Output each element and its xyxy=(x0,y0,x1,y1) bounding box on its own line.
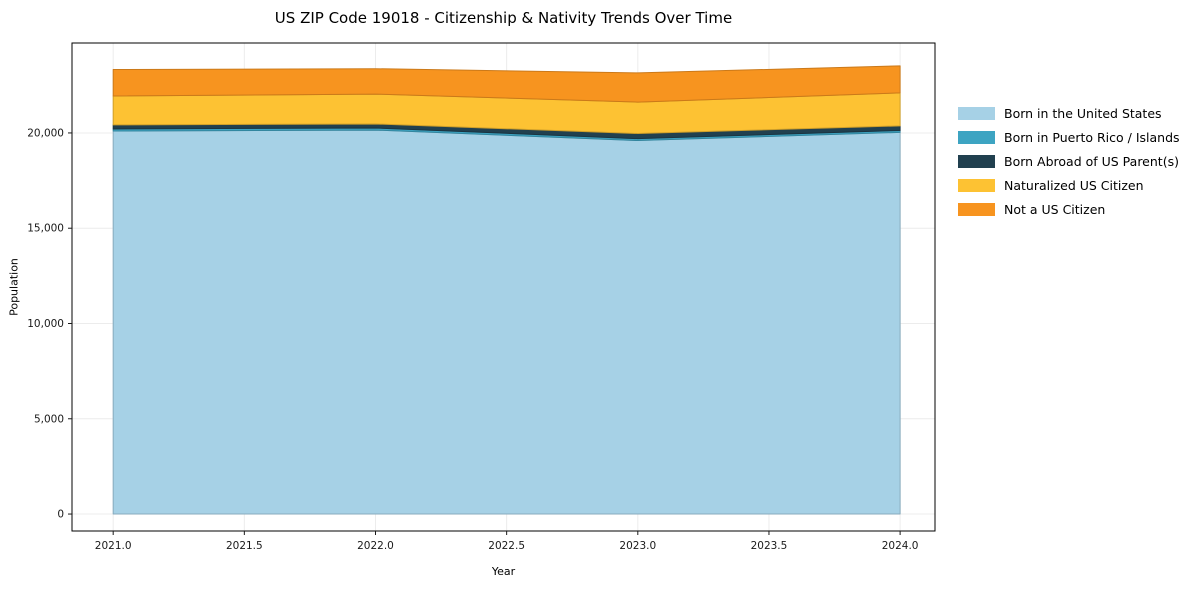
y-tick-label: 20,000 xyxy=(27,127,64,139)
legend-swatch xyxy=(958,202,995,216)
area-series-not-a-us-citizen xyxy=(112,65,901,103)
y-tick-label: 10,000 xyxy=(27,318,64,330)
legend-label: Not a US Citizen xyxy=(1004,201,1106,217)
legend-label: Born in Puerto Rico / Islands xyxy=(1004,129,1180,145)
x-axis-label: Year xyxy=(491,565,516,578)
x-tick-label: 2023.0 xyxy=(619,540,656,552)
legend-item-not-a-us-citizen: Not a US Citizen xyxy=(958,197,1180,221)
legend: Born in the United States Born in Puerto … xyxy=(958,101,1180,221)
x-tick-label: 2023.5 xyxy=(751,540,788,552)
x-tick-label: 2021.5 xyxy=(226,540,263,552)
legend-item-born-in-puerto-rico-islands: Born in Puerto Rico / Islands xyxy=(958,125,1180,149)
x-tick-label: 2021.0 xyxy=(95,540,132,552)
legend-label: Born Abroad of US Parent(s) xyxy=(1004,153,1179,169)
chart-title: US ZIP Code 19018 - Citizenship & Nativi… xyxy=(274,9,733,27)
y-tick-label: 15,000 xyxy=(27,223,64,235)
axis-frame xyxy=(71,42,936,532)
legend-label: Born in the United States xyxy=(1004,105,1162,121)
area-series-born-in-the-united-states xyxy=(112,129,901,515)
legend-swatch xyxy=(958,130,995,144)
x-tick-label: 2022.0 xyxy=(357,540,394,552)
legend-item-born-in-the-united-states: Born in the United States xyxy=(958,101,1180,125)
legend-swatch xyxy=(958,178,995,192)
legend-label: Naturalized US Citizen xyxy=(1004,177,1144,193)
legend-swatch xyxy=(958,154,995,168)
y-tick-label: 5,000 xyxy=(34,413,64,425)
x-tick-label: 2024.0 xyxy=(882,540,919,552)
x-tick-label: 2022.5 xyxy=(488,540,525,552)
legend-item-born-abroad-of-us-parent-s: Born Abroad of US Parent(s) xyxy=(958,149,1180,173)
y-tick-label: 0 xyxy=(57,509,64,521)
legend-swatch xyxy=(958,106,995,120)
legend-item-naturalized-us-citizen: Naturalized US Citizen xyxy=(958,173,1180,197)
